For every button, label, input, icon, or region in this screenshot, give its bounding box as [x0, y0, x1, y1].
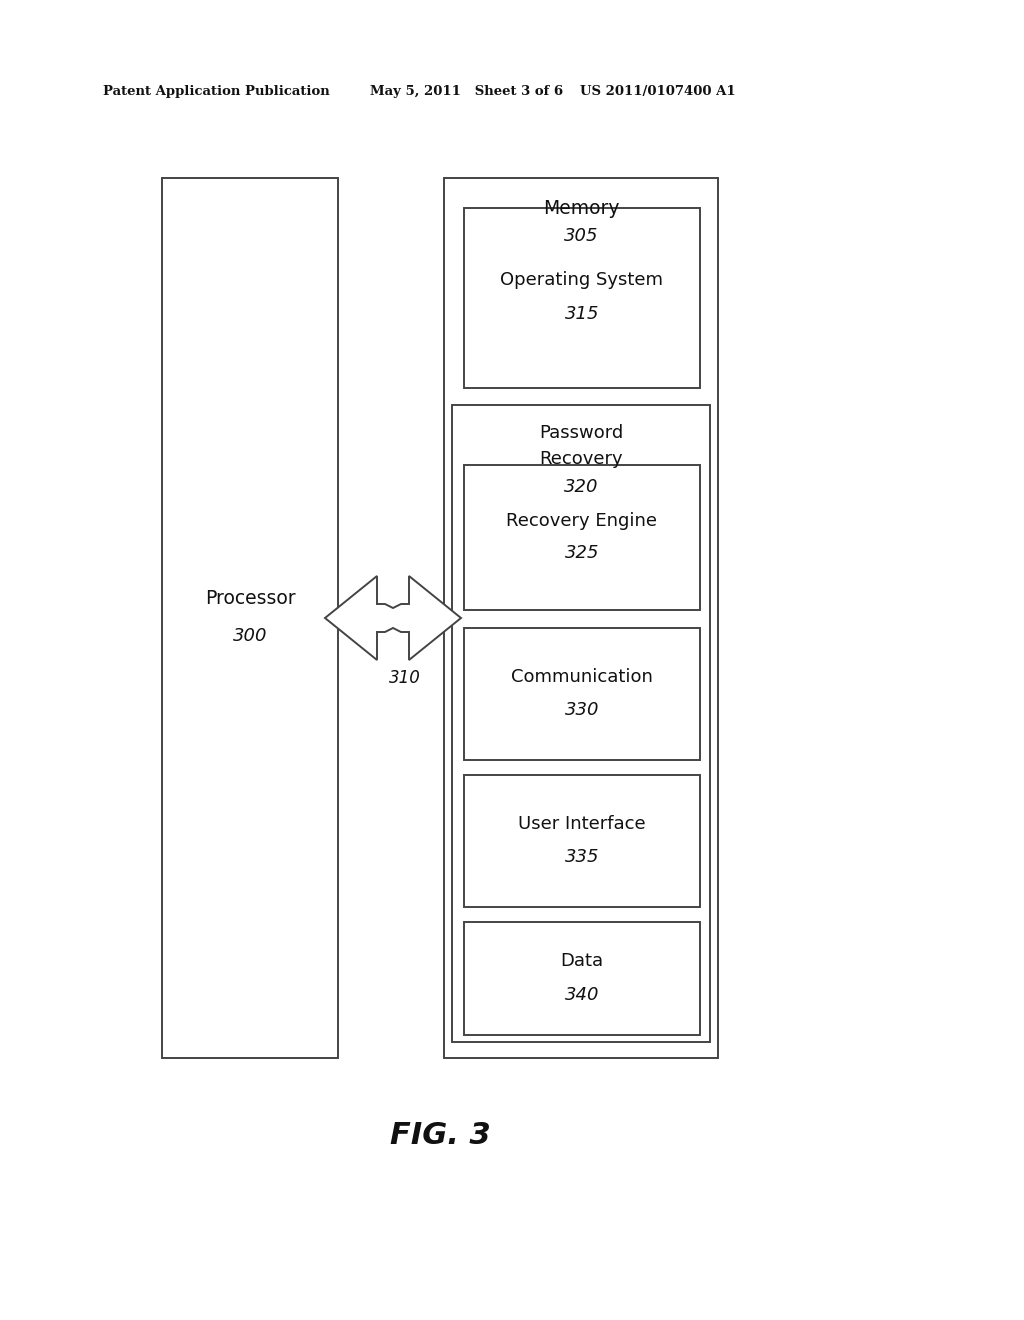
- Text: May 5, 2011   Sheet 3 of 6: May 5, 2011 Sheet 3 of 6: [370, 86, 563, 99]
- Text: US 2011/0107400 A1: US 2011/0107400 A1: [580, 86, 735, 99]
- Bar: [444, 178, 718, 1059]
- Text: FIG. 3: FIG. 3: [389, 1121, 490, 1150]
- Text: 315: 315: [565, 305, 599, 323]
- Text: 305: 305: [564, 227, 598, 246]
- Text: Patent Application Publication: Patent Application Publication: [103, 86, 330, 99]
- Bar: [162, 178, 338, 1059]
- Text: Recovery Engine: Recovery Engine: [507, 511, 657, 529]
- Text: 335: 335: [565, 847, 599, 866]
- Text: 330: 330: [565, 701, 599, 719]
- Text: Operating System: Operating System: [501, 271, 664, 289]
- Bar: [464, 921, 700, 1035]
- Text: 340: 340: [565, 986, 599, 1003]
- Text: Password: Password: [539, 424, 624, 442]
- Bar: [464, 465, 700, 610]
- Text: 300: 300: [232, 627, 267, 645]
- Bar: [464, 628, 700, 760]
- Text: Data: Data: [560, 953, 603, 970]
- Text: Recovery: Recovery: [540, 450, 623, 469]
- Text: Processor: Processor: [205, 589, 295, 607]
- Text: Communication: Communication: [511, 668, 653, 686]
- Text: 325: 325: [565, 544, 599, 562]
- Bar: [464, 209, 700, 388]
- Polygon shape: [325, 576, 461, 660]
- Text: 310: 310: [389, 669, 421, 686]
- Bar: [464, 775, 700, 907]
- Bar: [452, 405, 710, 1041]
- Text: Memory: Memory: [543, 198, 620, 218]
- Text: 320: 320: [564, 478, 598, 496]
- Text: User Interface: User Interface: [518, 814, 646, 833]
